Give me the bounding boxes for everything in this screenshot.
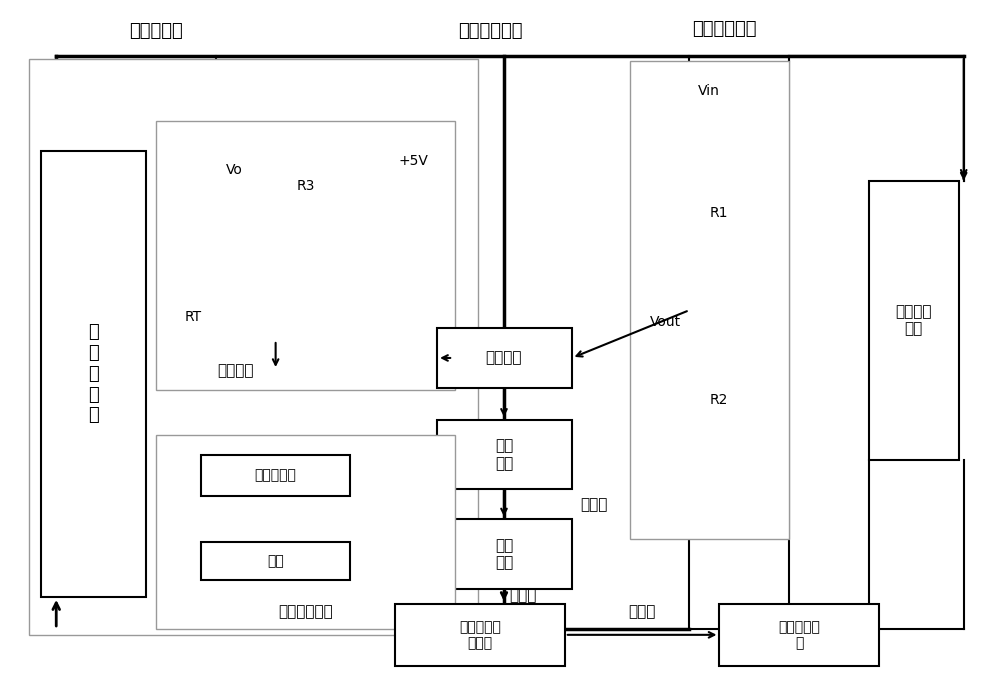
Text: 太
阳
电
池
阵: 太 阳 电 池 阵 (88, 323, 99, 424)
Text: 电压采集电路: 电压采集电路 (692, 20, 757, 38)
Text: Vin: Vin (697, 84, 719, 98)
Bar (869, 180, 959, 460)
Text: R2: R2 (709, 392, 728, 407)
Text: 霍尔: 霍尔 (267, 554, 284, 568)
Text: 电流采集电路: 电流采集电路 (278, 604, 333, 619)
Text: 星上信息处
理单元: 星上信息处 理单元 (459, 620, 501, 650)
Text: 模数转换: 模数转换 (486, 350, 522, 366)
Bar (437, 328, 572, 388)
Text: R3: R3 (296, 179, 315, 193)
Text: +5V: +5V (398, 153, 428, 168)
Text: 微处
理器: 微处 理器 (495, 438, 513, 471)
Bar (719, 604, 879, 665)
Text: 一次电源母线: 一次电源母线 (458, 22, 522, 40)
Text: 遥测包: 遥测包 (509, 589, 536, 603)
Text: 遥测包: 遥测包 (628, 604, 655, 619)
Bar (437, 419, 572, 489)
Bar (395, 604, 565, 665)
Bar (29, 59, 478, 635)
Text: RT: RT (185, 310, 202, 324)
Bar (630, 61, 789, 539)
Bar (437, 520, 572, 589)
Text: Vo: Vo (226, 163, 243, 177)
Bar (156, 435, 455, 629)
Text: 运算放大器: 运算放大器 (255, 468, 297, 482)
Text: 星上用电
设备: 星上用电 设备 (896, 304, 932, 337)
Text: 太阳电池阵: 太阳电池阵 (129, 22, 183, 40)
Text: 遥测包: 遥测包 (580, 497, 607, 512)
Text: R1: R1 (709, 205, 728, 220)
Bar (201, 455, 350, 496)
Bar (41, 151, 146, 597)
Bar (156, 121, 455, 390)
Text: Vout: Vout (650, 315, 681, 329)
Text: 通信
模块: 通信 模块 (495, 538, 513, 570)
Bar (201, 542, 350, 580)
Text: 测温电路: 测温电路 (217, 363, 254, 378)
Text: 星地通信单
元: 星地通信单 元 (778, 620, 820, 650)
